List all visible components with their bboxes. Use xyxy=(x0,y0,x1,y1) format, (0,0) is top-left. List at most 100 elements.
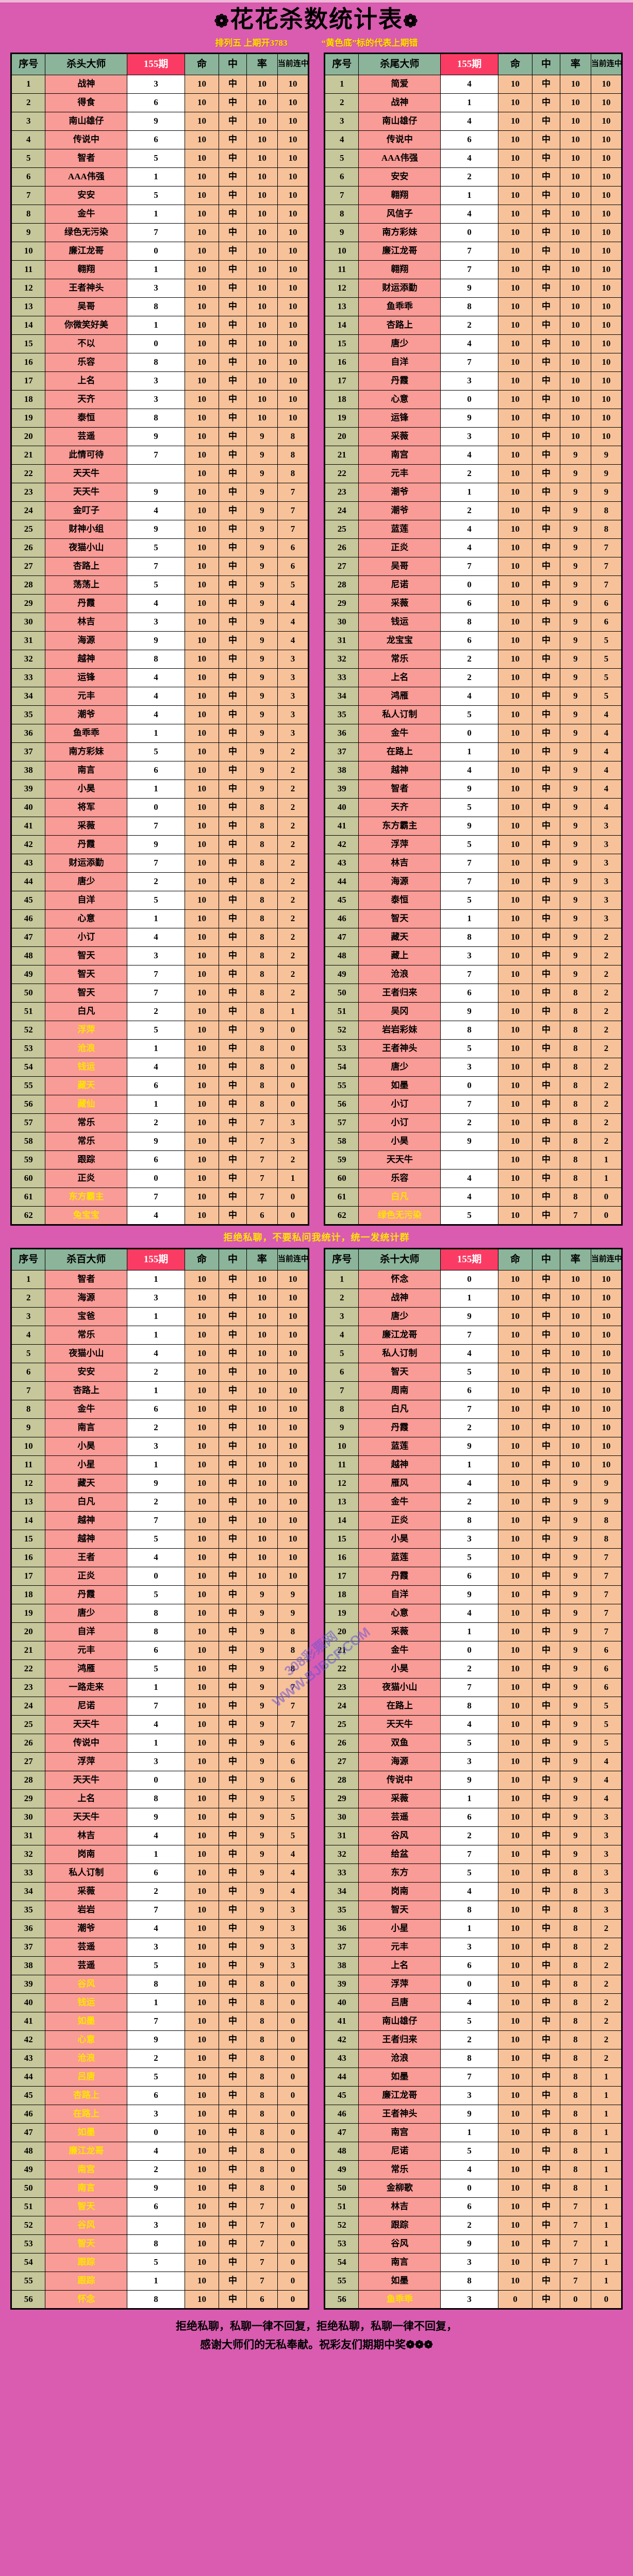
cell-index: 25 xyxy=(10,1715,46,1734)
cell-lv: 9 xyxy=(246,1603,278,1623)
cell-period-value: 4 xyxy=(440,334,498,353)
table-row: 43 林吉 7 10 中 9 3 xyxy=(324,853,623,873)
cell-lianzhong: 2 xyxy=(590,2011,623,2031)
cell-period-value: 2 xyxy=(127,1362,185,1382)
cell-lianzhong: 10 xyxy=(277,185,309,205)
cell-master-name: 跟踪 xyxy=(45,2252,128,2272)
cell-master-name: 东方霸主 xyxy=(45,1187,128,1207)
cell-lianzhong: 4 xyxy=(590,723,623,743)
table-body: 1 智者 1 10 中 10 10 2 海源 3 10 中 10 10 3 宝爸 1 10 中 10 10 4 常乐 1 10 中… xyxy=(10,1269,309,2309)
table-body: 1 简爱 4 10 中 10 10 2 战神 1 10 中 10 10 3 南山雄仔 4 10 中 10 10 4 传说中 6… xyxy=(324,74,623,1225)
cell-zhong: 中 xyxy=(532,2234,560,2253)
cell-lianzhong: 7 xyxy=(590,1622,623,1641)
cell-ming: 10 xyxy=(497,445,533,465)
cell-zhong: 中 xyxy=(532,1696,560,1716)
cell-zhong: 中 xyxy=(532,556,560,576)
table-row: 18 心意 0 10 中 10 10 xyxy=(324,389,623,409)
cell-lv: 9 xyxy=(246,575,278,595)
cell-lv: 9 xyxy=(246,519,278,539)
cell-zhong: 中 xyxy=(219,74,247,94)
table-row: 15 越神 5 10 中 10 10 xyxy=(10,1529,309,1549)
cell-lianzhong: 4 xyxy=(277,594,309,613)
cell-lianzhong: 7 xyxy=(277,1696,309,1716)
cell-index: 7 xyxy=(324,1381,359,1400)
cell-ming: 10 xyxy=(184,1307,220,1326)
cell-index: 36 xyxy=(324,723,359,743)
cell-lianzhong: 9 xyxy=(590,482,623,502)
cell-ming: 10 xyxy=(184,427,220,446)
cell-lv: 9 xyxy=(559,909,591,928)
table-row: 48 尼诺 5 10 中 8 1 xyxy=(324,2141,623,2161)
table-row: 16 乐容 8 10 中 10 10 xyxy=(10,352,309,372)
cell-ming: 10 xyxy=(497,371,533,391)
cell-period-value: 9 xyxy=(440,2104,498,2124)
cell-zhong: 中 xyxy=(219,1362,247,1382)
cell-zhong: 中 xyxy=(532,315,560,335)
cell-index: 55 xyxy=(324,2271,359,2291)
cell-lv: 8 xyxy=(246,2067,278,2087)
cell-ming: 10 xyxy=(497,835,533,854)
cell-period-value: 4 xyxy=(440,519,498,539)
cell-index: 5 xyxy=(10,1344,46,1363)
cell-period-value: 7 xyxy=(127,1900,185,1920)
cell-index: 12 xyxy=(10,1473,46,1493)
table-row: 49 沧浪 7 10 中 9 2 xyxy=(324,964,623,984)
cell-zhong: 中 xyxy=(532,501,560,520)
table-header: 序号 杀十大师 155期 命 中 率 当前连中 xyxy=(324,1248,623,1270)
cell-index: 17 xyxy=(10,1566,46,1586)
cell-lianzhong: 1 xyxy=(590,2141,623,2161)
cell-index: 45 xyxy=(324,890,359,910)
cell-lv: 10 xyxy=(559,148,591,168)
cell-zhong: 中 xyxy=(219,1344,247,1363)
cell-lv: 9 xyxy=(246,1863,278,1883)
cell-lv: 7 xyxy=(559,2234,591,2253)
cell-ming: 10 xyxy=(497,649,533,669)
cell-index: 4 xyxy=(324,1325,359,1345)
cell-ming: 10 xyxy=(184,2086,220,2105)
cell-zhong: 中 xyxy=(219,1974,247,1994)
cell-ming: 10 xyxy=(497,334,533,353)
cell-ming: 10 xyxy=(497,1288,533,1308)
cell-period-value: 7 xyxy=(440,260,498,279)
cell-zhong: 中 xyxy=(532,2067,560,2087)
cell-master-name: 南宫 xyxy=(358,2123,441,2142)
cell-master-name: 小订 xyxy=(45,927,128,947)
cell-period-value: 4 xyxy=(127,1057,185,1077)
cell-zhong: 中 xyxy=(532,334,560,353)
cell-ming: 10 xyxy=(184,1418,220,1437)
cell-master-name: 吴哥 xyxy=(358,556,441,576)
cell-period-value: 2 xyxy=(440,1113,498,1132)
cell-ming: 10 xyxy=(497,742,533,761)
cell-period-value: 0 xyxy=(440,1269,498,1289)
table-row: 36 小星 1 10 中 8 2 xyxy=(324,1919,623,1938)
cell-master-name: 南宫 xyxy=(45,2160,128,2179)
cell-index: 29 xyxy=(324,594,359,613)
cell-zhong: 中 xyxy=(532,2104,560,2124)
cell-master-name: 吕唐 xyxy=(358,1993,441,2012)
cell-index: 28 xyxy=(324,575,359,595)
table-row: 24 潮爷 2 10 中 9 8 xyxy=(324,501,623,520)
cell-master-name: 藏天 xyxy=(45,1076,128,1095)
table-row: 40 将军 0 10 中 8 2 xyxy=(10,798,309,817)
cell-master-name: 宝爸 xyxy=(45,1307,128,1326)
cell-lianzhong: 1 xyxy=(590,2067,623,2087)
cell-zhong: 中 xyxy=(219,835,247,854)
cell-master-name: 小订 xyxy=(358,1094,441,1114)
cell-ming: 10 xyxy=(184,1937,220,1957)
cell-zhong: 中 xyxy=(532,1733,560,1753)
cell-ming: 10 xyxy=(184,2011,220,2031)
cell-lv: 8 xyxy=(559,2141,591,2161)
cell-ming: 10 xyxy=(497,315,533,335)
cell-lv: 9 xyxy=(246,705,278,724)
cell-period-value: 7 xyxy=(127,2011,185,2031)
cell-period-value: 4 xyxy=(440,204,498,224)
cell-period-value: 5 xyxy=(127,742,185,761)
cell-zhong: 中 xyxy=(532,946,560,965)
cell-lv: 10 xyxy=(559,278,591,298)
cell-lianzhong: 6 xyxy=(277,538,309,557)
cell-lianzhong: 1 xyxy=(590,2104,623,2124)
cell-zhong: 中 xyxy=(219,927,247,947)
cell-index: 3 xyxy=(324,1307,359,1326)
table-row: 35 潮爷 4 10 中 9 3 xyxy=(10,705,309,724)
cell-lianzhong: 0 xyxy=(277,2252,309,2272)
